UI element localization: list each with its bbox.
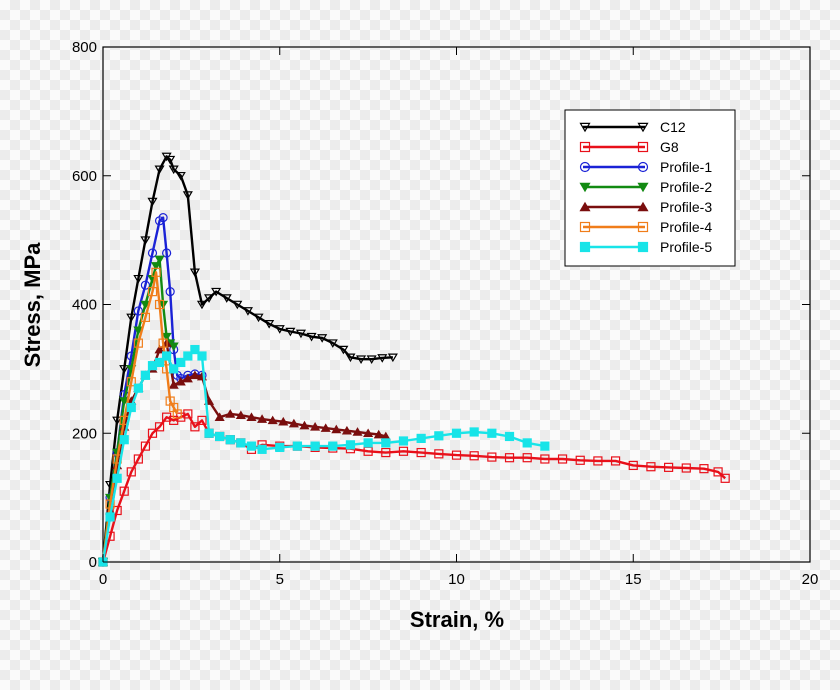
- x-tick-label: 10: [448, 571, 465, 588]
- data-point-profile-5: [382, 439, 390, 447]
- data-point-profile-5: [216, 432, 224, 440]
- series-c12: [99, 153, 397, 565]
- data-point-profile-5: [106, 513, 114, 521]
- y-tick-label: 600: [72, 168, 97, 185]
- legend: C12 G8 Profile-1 Profile-2 Profile-3 Profile-…: [565, 110, 735, 266]
- x-tick-label: 20: [802, 571, 819, 588]
- legend-label-profile-3: Profile-3: [660, 199, 712, 215]
- data-point-profile-5: [541, 442, 549, 450]
- legend-label-profile-4: Profile-4: [660, 219, 712, 235]
- legend-marker-profile-5: [581, 243, 590, 252]
- data-point-profile-5: [120, 436, 128, 444]
- data-point-profile-5: [258, 445, 266, 453]
- series-g8: [99, 410, 729, 566]
- x-tick-label: 15: [625, 571, 642, 588]
- data-point-profile-5: [205, 429, 213, 437]
- data-point-profile-5: [293, 442, 301, 450]
- data-point-profile-5: [226, 436, 234, 444]
- data-point-profile-5: [329, 442, 337, 450]
- data-point-profile-5: [523, 439, 531, 447]
- x-tick-label: 0: [99, 571, 107, 588]
- data-point-profile-5: [237, 439, 245, 447]
- legend-label-profile-5: Profile-5: [660, 239, 712, 255]
- y-tick-label: 800: [72, 39, 97, 56]
- data-point-profile-5: [346, 441, 354, 449]
- data-point-profile-5: [417, 434, 425, 442]
- data-point-profile-5: [506, 432, 514, 440]
- y-tick-label: 400: [72, 297, 97, 314]
- data-point-profile-5: [488, 429, 496, 437]
- data-point-profile-2: [156, 256, 164, 263]
- data-point-profile-5: [470, 428, 478, 436]
- data-point-profile-5: [399, 437, 407, 445]
- data-point-profile-5: [364, 439, 372, 447]
- y-axis-title: Stress, MPa: [20, 242, 45, 367]
- chart: 0 5 10 15 200200400600800 Strain, % Stress, …: [0, 0, 840, 690]
- data-point-profile-5: [311, 442, 319, 450]
- series-line-g8: [103, 414, 725, 562]
- data-point-profile-5: [134, 384, 142, 392]
- series-profile-1: [99, 214, 206, 566]
- data-point-profile-5: [435, 432, 443, 440]
- data-point-profile-5: [163, 352, 171, 360]
- data-point-profile-5: [198, 352, 206, 360]
- y-tick-label: 200: [72, 425, 97, 442]
- legend-label-c12: C12: [660, 119, 686, 135]
- legend-label-profile-1: Profile-1: [660, 159, 712, 175]
- data-point-profile-5: [127, 404, 135, 412]
- legend-marker-profile-5: [639, 243, 648, 252]
- x-axis-title: Strain, %: [410, 607, 504, 632]
- legend-label-profile-2: Profile-2: [660, 179, 712, 195]
- data-point-profile-5: [453, 429, 461, 437]
- data-point-profile-5: [141, 371, 149, 379]
- x-tick-label: 5: [276, 571, 284, 588]
- y-tick-label: 0: [89, 554, 97, 571]
- data-point-profile-5: [276, 443, 284, 451]
- data-point-profile-5: [113, 474, 121, 482]
- data-point-profile-5: [247, 442, 255, 450]
- legend-label-g8: G8: [660, 139, 679, 155]
